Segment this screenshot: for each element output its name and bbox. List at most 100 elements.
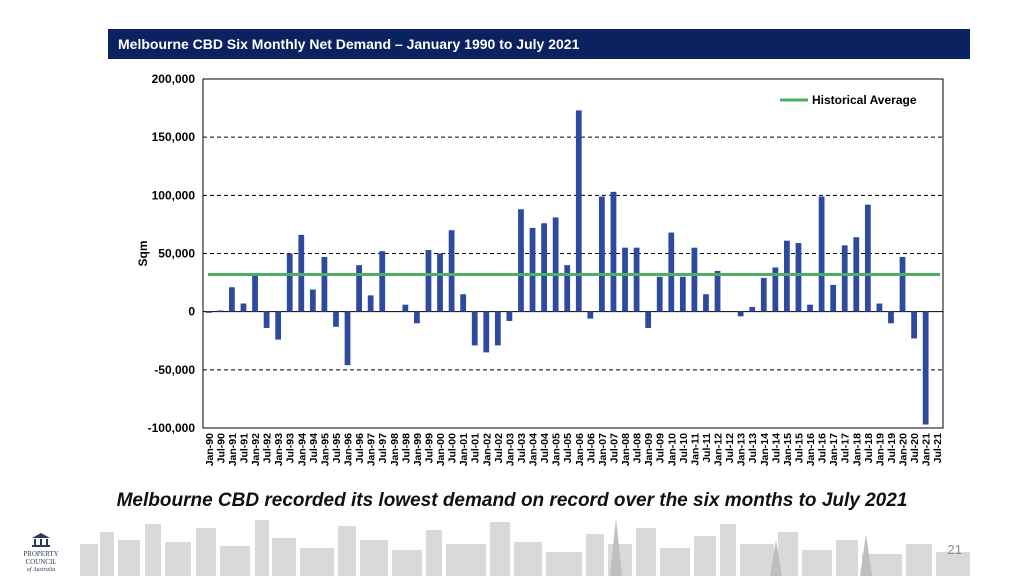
- x-tick-label: Jan-20: [898, 433, 910, 466]
- x-tick-label: Jul-91: [238, 433, 250, 464]
- bar: [414, 311, 420, 324]
- bar: [402, 304, 409, 312]
- bar: [807, 304, 813, 312]
- x-tick-label: Jan-08: [620, 433, 632, 466]
- x-tick-label: Jul-90: [215, 433, 227, 464]
- x-tick-label: Jul-05: [562, 433, 574, 464]
- bar: [691, 247, 698, 312]
- x-tick-label: Jul-19: [886, 433, 898, 464]
- x-tick-label: Jul-07: [608, 433, 620, 464]
- x-tick-label: Jan-92: [250, 433, 262, 466]
- bar: [795, 243, 802, 312]
- bar: [494, 311, 501, 346]
- x-tick-label: Jul-98: [400, 433, 412, 464]
- x-tick-label: Jul-11: [701, 433, 713, 463]
- property-council-logo: PROPERTY COUNCIL of Australia: [18, 532, 64, 574]
- x-tick-label: Jan-12: [713, 433, 725, 466]
- legend-label: Historical Average: [812, 93, 917, 107]
- bar: [205, 311, 212, 313]
- x-tick-label: Jan-90: [204, 433, 216, 466]
- x-tick-label: Jul-10: [678, 433, 690, 464]
- x-tick-label: Jan-17: [828, 433, 840, 466]
- bar: [552, 217, 559, 312]
- bar: [367, 295, 374, 312]
- x-tick-label: Jan-98: [389, 433, 401, 466]
- bar: [772, 267, 779, 312]
- bar: [252, 273, 258, 312]
- bar: [356, 265, 362, 312]
- x-tick-label: Jul-12: [724, 433, 736, 464]
- x-tick-label: Jul-93: [285, 433, 297, 464]
- x-tick-label: Jan-05: [551, 433, 563, 466]
- x-tick-label: Jul-16: [817, 433, 829, 464]
- y-tick-label: 0: [188, 305, 195, 319]
- x-tick-label: Jul-17: [840, 433, 852, 464]
- bar: [876, 303, 883, 312]
- bar: [610, 191, 617, 312]
- y-tick-label: 150,000: [152, 130, 196, 144]
- x-tick-label: Jan-99: [412, 433, 424, 466]
- bar: [344, 311, 351, 366]
- x-tick-label: Jan-91: [227, 433, 239, 466]
- x-tick-label: Jul-15: [793, 433, 805, 464]
- x-tick-label: Jan-03: [504, 433, 516, 466]
- bar: [240, 303, 247, 312]
- y-tick-label: -100,000: [148, 421, 196, 435]
- x-tick-label: Jan-10: [666, 433, 678, 466]
- bar: [506, 311, 513, 321]
- x-tick-label: Jan-93: [273, 433, 285, 466]
- bar: [471, 311, 478, 346]
- x-tick-label: Jan-02: [481, 433, 493, 466]
- x-tick-label: Jul-18: [863, 433, 875, 464]
- x-tick-label: Jul-14: [770, 433, 782, 464]
- bar: [841, 245, 848, 312]
- bar: [309, 289, 316, 312]
- bar: [263, 311, 270, 328]
- x-tick-label: Jul-13: [747, 433, 759, 464]
- x-tick-label: Jan-21: [921, 433, 933, 466]
- bar: [679, 276, 686, 312]
- x-tick-label: Jul-95: [331, 433, 343, 464]
- bar: [864, 204, 871, 312]
- bar: [483, 311, 490, 353]
- bar: [645, 311, 652, 328]
- bar: [425, 250, 432, 312]
- bar: [286, 253, 293, 312]
- y-tick-label: 100,000: [152, 188, 196, 202]
- x-tick-label: Jan-94: [296, 433, 308, 466]
- x-tick-label: Jan-95: [319, 433, 331, 466]
- x-tick-label: Jan-96: [343, 433, 355, 466]
- bar: [784, 240, 790, 312]
- x-tick-label: Jan-06: [574, 433, 586, 466]
- x-tick-label: Jul-99: [423, 433, 435, 464]
- bar: [379, 251, 386, 312]
- bar: [448, 230, 455, 312]
- x-tick-label: Jul-20: [909, 433, 921, 464]
- bar: [275, 311, 282, 340]
- bar: [333, 311, 339, 327]
- x-tick-label: Jan-07: [597, 433, 609, 466]
- bar: [529, 227, 536, 312]
- bar: [622, 247, 628, 312]
- chart-caption: Melbourne CBD recorded its lowest demand…: [116, 490, 908, 511]
- x-tick-label: Jul-21: [932, 433, 944, 464]
- bar: [922, 311, 929, 425]
- bar: [899, 256, 906, 312]
- chart-title: Melbourne CBD Six Monthly Net Demand – J…: [118, 36, 580, 52]
- x-tick-label: Jul-03: [516, 433, 528, 464]
- x-tick-label: Jan-19: [874, 433, 886, 466]
- chart-title-bar: Melbourne CBD Six Monthly Net Demand – J…: [108, 29, 970, 59]
- bar: [437, 253, 443, 312]
- x-tick-label: Jul-01: [470, 433, 482, 464]
- bar: [575, 110, 582, 312]
- logo-line2: COUNCIL: [25, 558, 57, 566]
- x-tick-label: Jan-11: [689, 433, 701, 466]
- y-tick-label: 200,000: [152, 72, 196, 86]
- x-tick-label: Jul-04: [539, 433, 551, 464]
- bar: [714, 270, 721, 312]
- bar: [911, 311, 917, 339]
- x-tick-label: Jul-09: [655, 433, 667, 464]
- page-number: 21: [947, 542, 962, 557]
- bar: [217, 310, 224, 312]
- bar: [749, 307, 756, 312]
